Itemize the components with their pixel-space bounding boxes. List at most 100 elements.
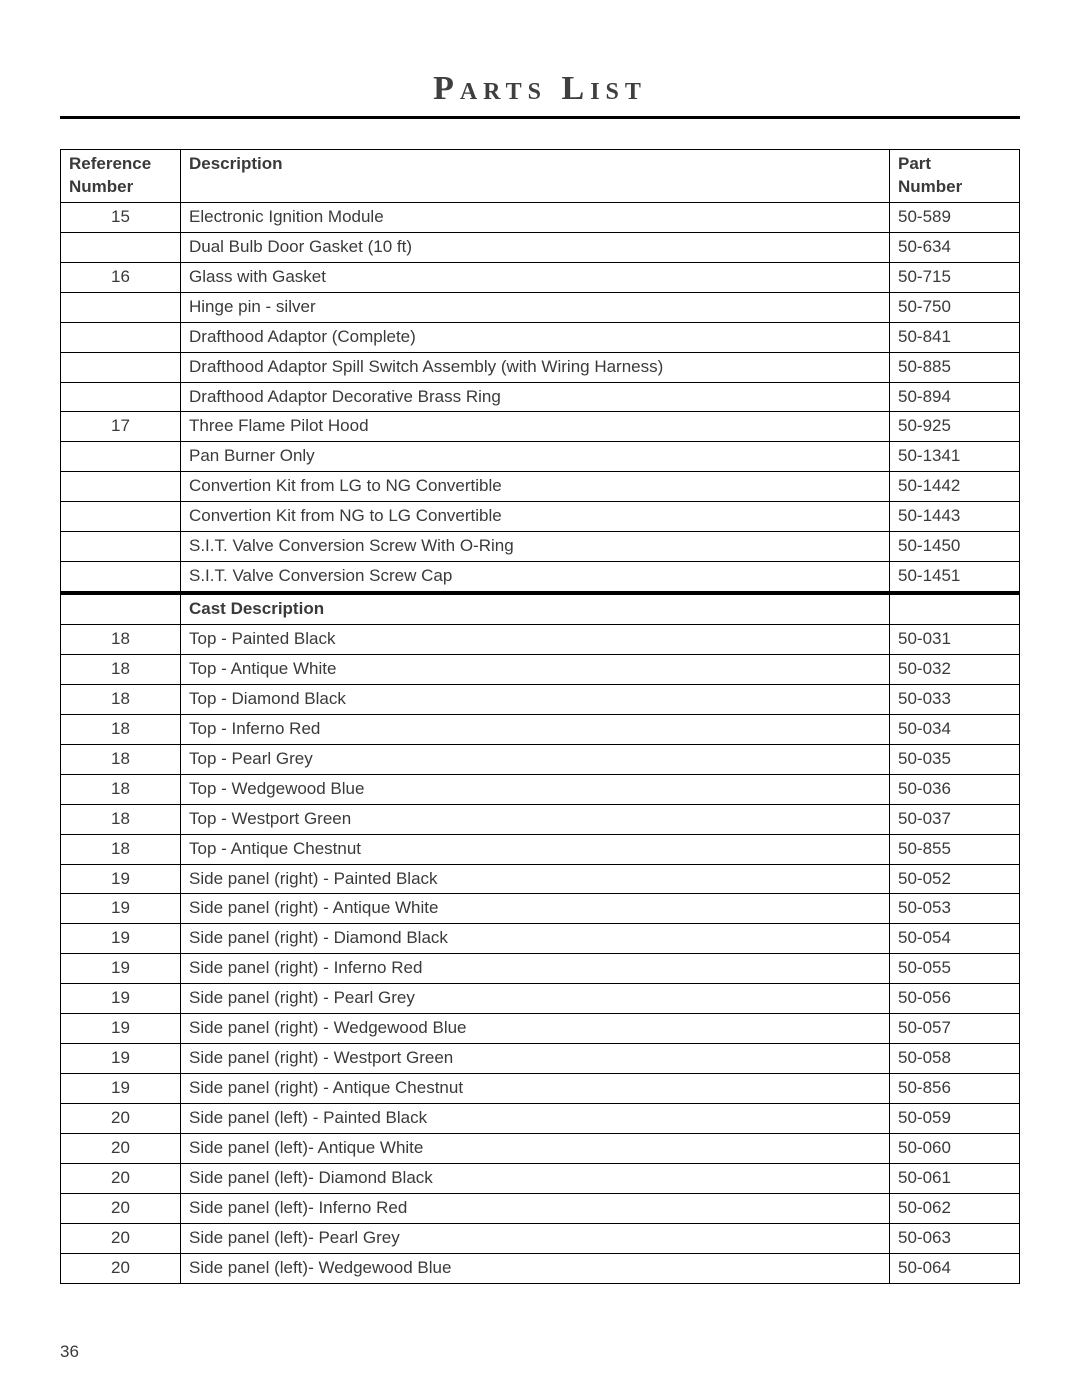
cell-part: 50-634 — [890, 232, 1020, 262]
cell-part: 50-062 — [890, 1193, 1020, 1223]
cell-part: 50-033 — [890, 684, 1020, 714]
table-row: S.I.T. Valve Conversion Screw Cap50-1451 — [61, 562, 1020, 593]
cell-description: Side panel (left)- Pearl Grey — [181, 1223, 890, 1253]
section-label: Cast Description — [181, 593, 890, 624]
cell-reference: 19 — [61, 864, 181, 894]
cell-description: Side panel (right) - Painted Black — [181, 864, 890, 894]
cell-part: 50-055 — [890, 954, 1020, 984]
cell-part: 50-060 — [890, 1133, 1020, 1163]
cell-reference — [61, 472, 181, 502]
table-row: Drafthood Adaptor Decorative Brass Ring5… — [61, 382, 1020, 412]
cell-part: 50-1443 — [890, 502, 1020, 532]
cell-reference: 20 — [61, 1133, 181, 1163]
header-part: PartNumber — [890, 150, 1020, 203]
page-container: Parts List ReferenceNumber Description P… — [0, 0, 1080, 1397]
cell-description: Top - Pearl Grey — [181, 744, 890, 774]
cell-description: Convertion Kit from NG to LG Convertible — [181, 502, 890, 532]
cell-description: S.I.T. Valve Conversion Screw With O-Rin… — [181, 532, 890, 562]
cell-part — [890, 593, 1020, 624]
table-row: 19Side panel (right) - Antique White50-0… — [61, 894, 1020, 924]
cell-description: Top - Westport Green — [181, 804, 890, 834]
cell-reference: 18 — [61, 804, 181, 834]
cell-reference — [61, 232, 181, 262]
cell-description: Top - Painted Black — [181, 625, 890, 655]
cell-description: Side panel (left) - Painted Black — [181, 1104, 890, 1134]
cell-description: Side panel (right) - Pearl Grey — [181, 984, 890, 1014]
table-row: 19Side panel (right) - Wedgewood Blue50-… — [61, 1014, 1020, 1044]
table-row: 19Side panel (right) - Diamond Black50-0… — [61, 924, 1020, 954]
cell-reference: 19 — [61, 1074, 181, 1104]
cell-part: 50-1450 — [890, 532, 1020, 562]
parts-table: ReferenceNumber Description PartNumber 1… — [60, 149, 1020, 1284]
table-row: 20Side panel (left) - Painted Black50-05… — [61, 1104, 1020, 1134]
page-number: 36 — [60, 1342, 79, 1362]
cell-description: Glass with Gasket — [181, 262, 890, 292]
table-row: 19Side panel (right) - Antique Chestnut5… — [61, 1074, 1020, 1104]
table-row: 19Side panel (right) - Westport Green50-… — [61, 1044, 1020, 1074]
cell-part: 50-1341 — [890, 442, 1020, 472]
cell-part: 50-057 — [890, 1014, 1020, 1044]
table-row: Convertion Kit from LG to NG Convertible… — [61, 472, 1020, 502]
table-row: 18Top - Antique Chestnut50-855 — [61, 834, 1020, 864]
cell-description: Dual Bulb Door Gasket (10 ft) — [181, 232, 890, 262]
cell-part: 50-034 — [890, 714, 1020, 744]
cell-reference: 18 — [61, 654, 181, 684]
cell-part: 50-1442 — [890, 472, 1020, 502]
section-divider-row: Cast Description — [61, 593, 1020, 624]
cell-reference — [61, 593, 181, 624]
cell-part: 50-037 — [890, 804, 1020, 834]
cell-description: Drafthood Adaptor Spill Switch Assembly … — [181, 352, 890, 382]
table-row: Convertion Kit from NG to LG Convertible… — [61, 502, 1020, 532]
cell-reference — [61, 442, 181, 472]
header-description: Description — [181, 150, 890, 203]
cell-part: 50-841 — [890, 322, 1020, 352]
cell-part: 50-059 — [890, 1104, 1020, 1134]
table-header-row: ReferenceNumber Description PartNumber — [61, 150, 1020, 203]
cell-part: 50-589 — [890, 202, 1020, 232]
cell-part: 50-054 — [890, 924, 1020, 954]
cell-description: Side panel (right) - Westport Green — [181, 1044, 890, 1074]
cell-reference: 18 — [61, 714, 181, 744]
table-row: 19Side panel (right) - Painted Black50-0… — [61, 864, 1020, 894]
cell-reference: 20 — [61, 1223, 181, 1253]
cell-description: Side panel (right) - Wedgewood Blue — [181, 1014, 890, 1044]
cell-reference: 18 — [61, 834, 181, 864]
cell-description: Side panel (left)- Antique White — [181, 1133, 890, 1163]
cell-reference: 19 — [61, 1014, 181, 1044]
cell-reference: 17 — [61, 412, 181, 442]
cell-part: 50-750 — [890, 292, 1020, 322]
cell-description: Drafthood Adaptor Decorative Brass Ring — [181, 382, 890, 412]
cell-reference: 18 — [61, 774, 181, 804]
cell-part: 50-1451 — [890, 562, 1020, 593]
cell-description: Drafthood Adaptor (Complete) — [181, 322, 890, 352]
cell-reference: 19 — [61, 954, 181, 984]
cell-description: Side panel (right) - Antique Chestnut — [181, 1074, 890, 1104]
cell-part: 50-855 — [890, 834, 1020, 864]
table-row: Pan Burner Only50-1341 — [61, 442, 1020, 472]
page-title: Parts List — [60, 70, 1020, 119]
cell-part: 50-036 — [890, 774, 1020, 804]
cell-reference: 19 — [61, 1044, 181, 1074]
cell-reference: 20 — [61, 1104, 181, 1134]
cell-description: S.I.T. Valve Conversion Screw Cap — [181, 562, 890, 593]
table-row: 18Top - Antique White50-032 — [61, 654, 1020, 684]
cell-reference: 18 — [61, 684, 181, 714]
table-row: S.I.T. Valve Conversion Screw With O-Rin… — [61, 532, 1020, 562]
cell-description: Electronic Ignition Module — [181, 202, 890, 232]
table-row: Dual Bulb Door Gasket (10 ft)50-634 — [61, 232, 1020, 262]
table-row: 19Side panel (right) - Inferno Red50-055 — [61, 954, 1020, 984]
cell-reference: 20 — [61, 1253, 181, 1283]
table-row: 18Top - Wedgewood Blue50-036 — [61, 774, 1020, 804]
cell-description: Top - Diamond Black — [181, 684, 890, 714]
cell-part: 50-715 — [890, 262, 1020, 292]
cell-part: 50-925 — [890, 412, 1020, 442]
cell-description: Top - Antique Chestnut — [181, 834, 890, 864]
cell-description: Side panel (right) - Inferno Red — [181, 954, 890, 984]
cell-reference: 15 — [61, 202, 181, 232]
table-row: Drafthood Adaptor Spill Switch Assembly … — [61, 352, 1020, 382]
table-row: Hinge pin - silver50-750 — [61, 292, 1020, 322]
cell-part: 50-053 — [890, 894, 1020, 924]
cell-description: Hinge pin - silver — [181, 292, 890, 322]
table-body: 15Electronic Ignition Module50-589Dual B… — [61, 202, 1020, 1283]
header-reference: ReferenceNumber — [61, 150, 181, 203]
